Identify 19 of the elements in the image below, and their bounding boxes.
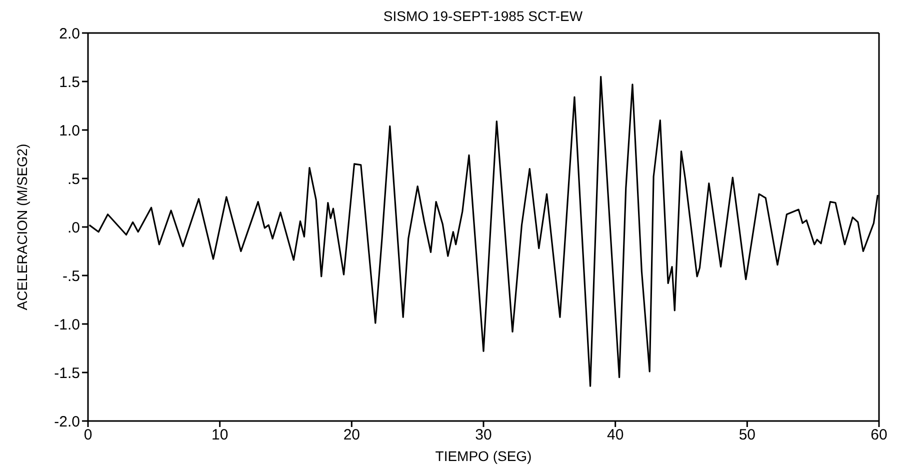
y-tick-label: -1.5 [54,364,80,382]
y-tick-label: .5 [67,170,80,188]
y-axis-title: ACELERACION (M/SEG2) [14,144,30,310]
x-axis-title: TIEMPO (SEG) [435,448,532,464]
y-tick-label: 1.5 [59,74,80,91]
x-tick-label: 60 [870,426,888,444]
x-tick-label: 20 [343,426,360,444]
y-tick-label: 2.0 [59,25,80,42]
chart-title: SISMO 19-SEPT-1985 SCT-EW [382,8,584,26]
y-tick-label: 1.0 [59,122,80,140]
y-tick-label: -.5 [62,268,80,285]
y-tick-label: -1.0 [54,316,80,334]
x-tick-label: 30 [475,426,492,444]
x-tick-label: 0 [84,426,92,444]
x-tick-label: 10 [211,426,228,444]
y-tick-label: -2.0 [54,413,80,430]
x-tick-label: 40 [606,426,624,444]
y-tick-label: .0 [67,219,80,236]
x-tick-label: 50 [738,426,756,444]
